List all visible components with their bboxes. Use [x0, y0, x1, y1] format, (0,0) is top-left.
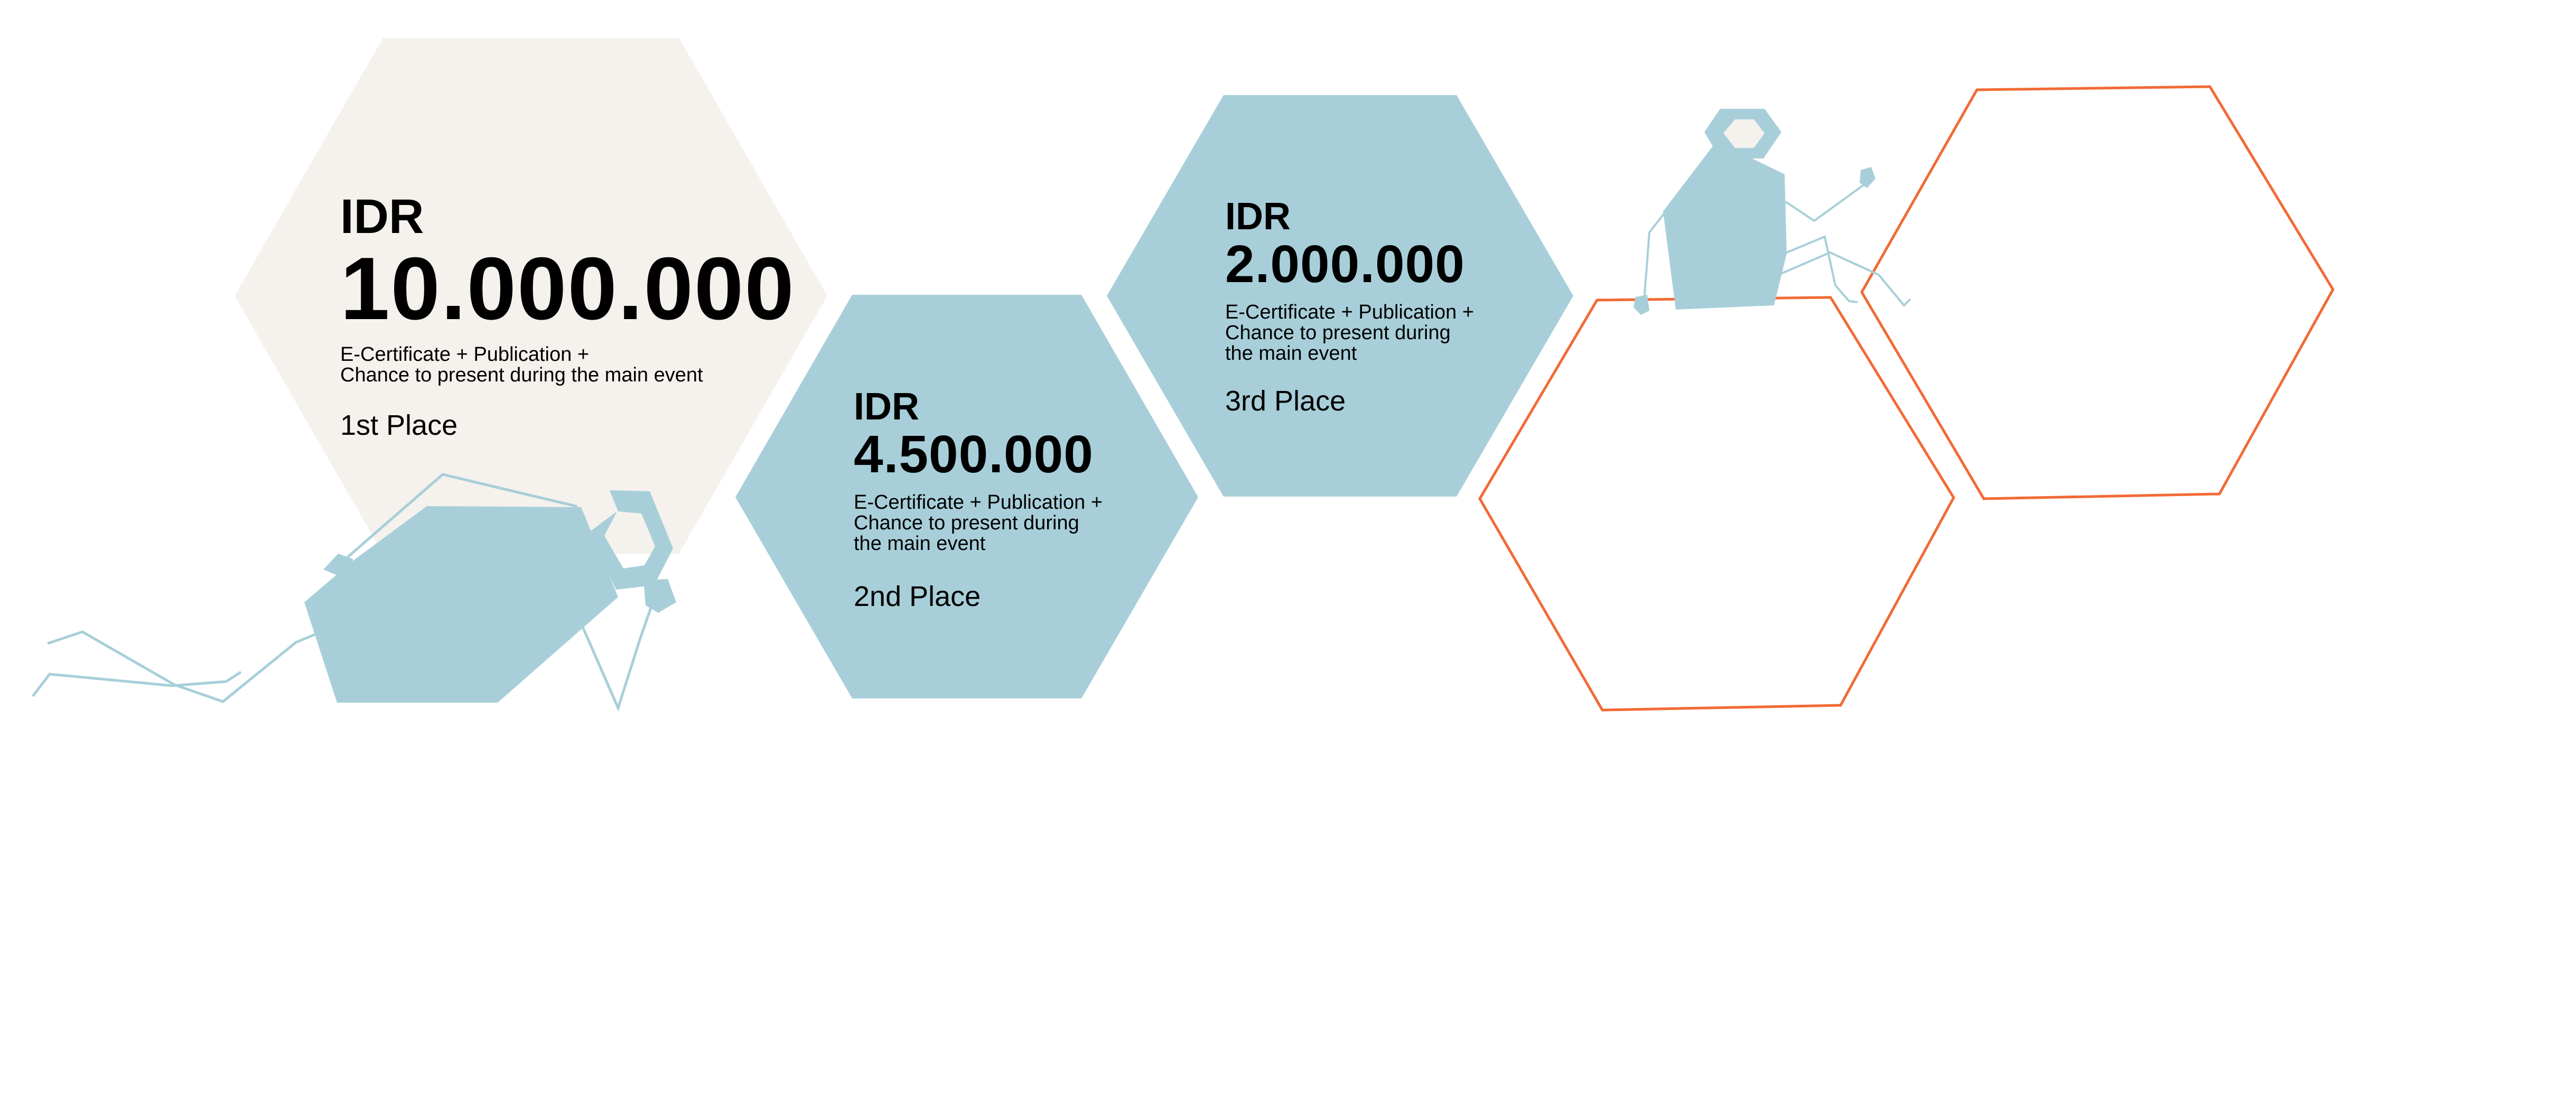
second-place-prize: IDR 4.500.000 E-Certificate + Publicatio… [854, 388, 1118, 611]
reclining-figure-illustration [32, 473, 676, 712]
prize-description-line: E-Certificate + Publication + [340, 343, 590, 366]
prize-description-line: Chance to present during [854, 511, 1079, 534]
third-place-hexagon [1107, 95, 1573, 497]
prize-currency: IDR [1225, 195, 1291, 238]
first-place-prize: IDR 10.000.000 E-Certificate + Publicati… [340, 192, 795, 440]
prize-description-line: the main event [1225, 342, 1357, 365]
prize-place-label: 1st Place [340, 409, 458, 441]
prize-description: E-Certificate + Publication + Chance to … [340, 344, 742, 386]
prize-description-line: E-Certificate + Publication + [854, 491, 1103, 514]
prize-place-label: 3rd Place [1225, 385, 1346, 417]
sitting-figure-illustration [1634, 109, 1911, 315]
prize-description: E-Certificate + Publication + Chance to … [1225, 302, 1489, 363]
prize-place-label: 2nd Place [854, 581, 981, 613]
prize-description-line: Chance to present during [1225, 321, 1451, 344]
second-place-hexagon [735, 295, 1198, 698]
prize-description-line: E-Certificate + Publication + [1225, 301, 1474, 323]
outline-hexagon-upper [1860, 85, 2335, 500]
prize-description: E-Certificate + Publication + Chance to … [854, 492, 1118, 554]
prize-currency: IDR [854, 386, 919, 428]
prize-amount: 4.500.000 [854, 425, 1094, 484]
prize-description-line: the main event [854, 532, 986, 555]
first-place-hexagon [235, 38, 827, 554]
prize-currency: IDR [340, 190, 424, 244]
prize-amount: 10.000.000 [340, 239, 795, 338]
third-place-prize: IDR 2.000.000 E-Certificate + Publicatio… [1225, 198, 1489, 415]
outline-hexagon-lower [1478, 296, 1955, 712]
prize-amount: 2.000.000 [1225, 235, 1465, 294]
prize-description-line: Chance to present during the main event [340, 363, 703, 386]
